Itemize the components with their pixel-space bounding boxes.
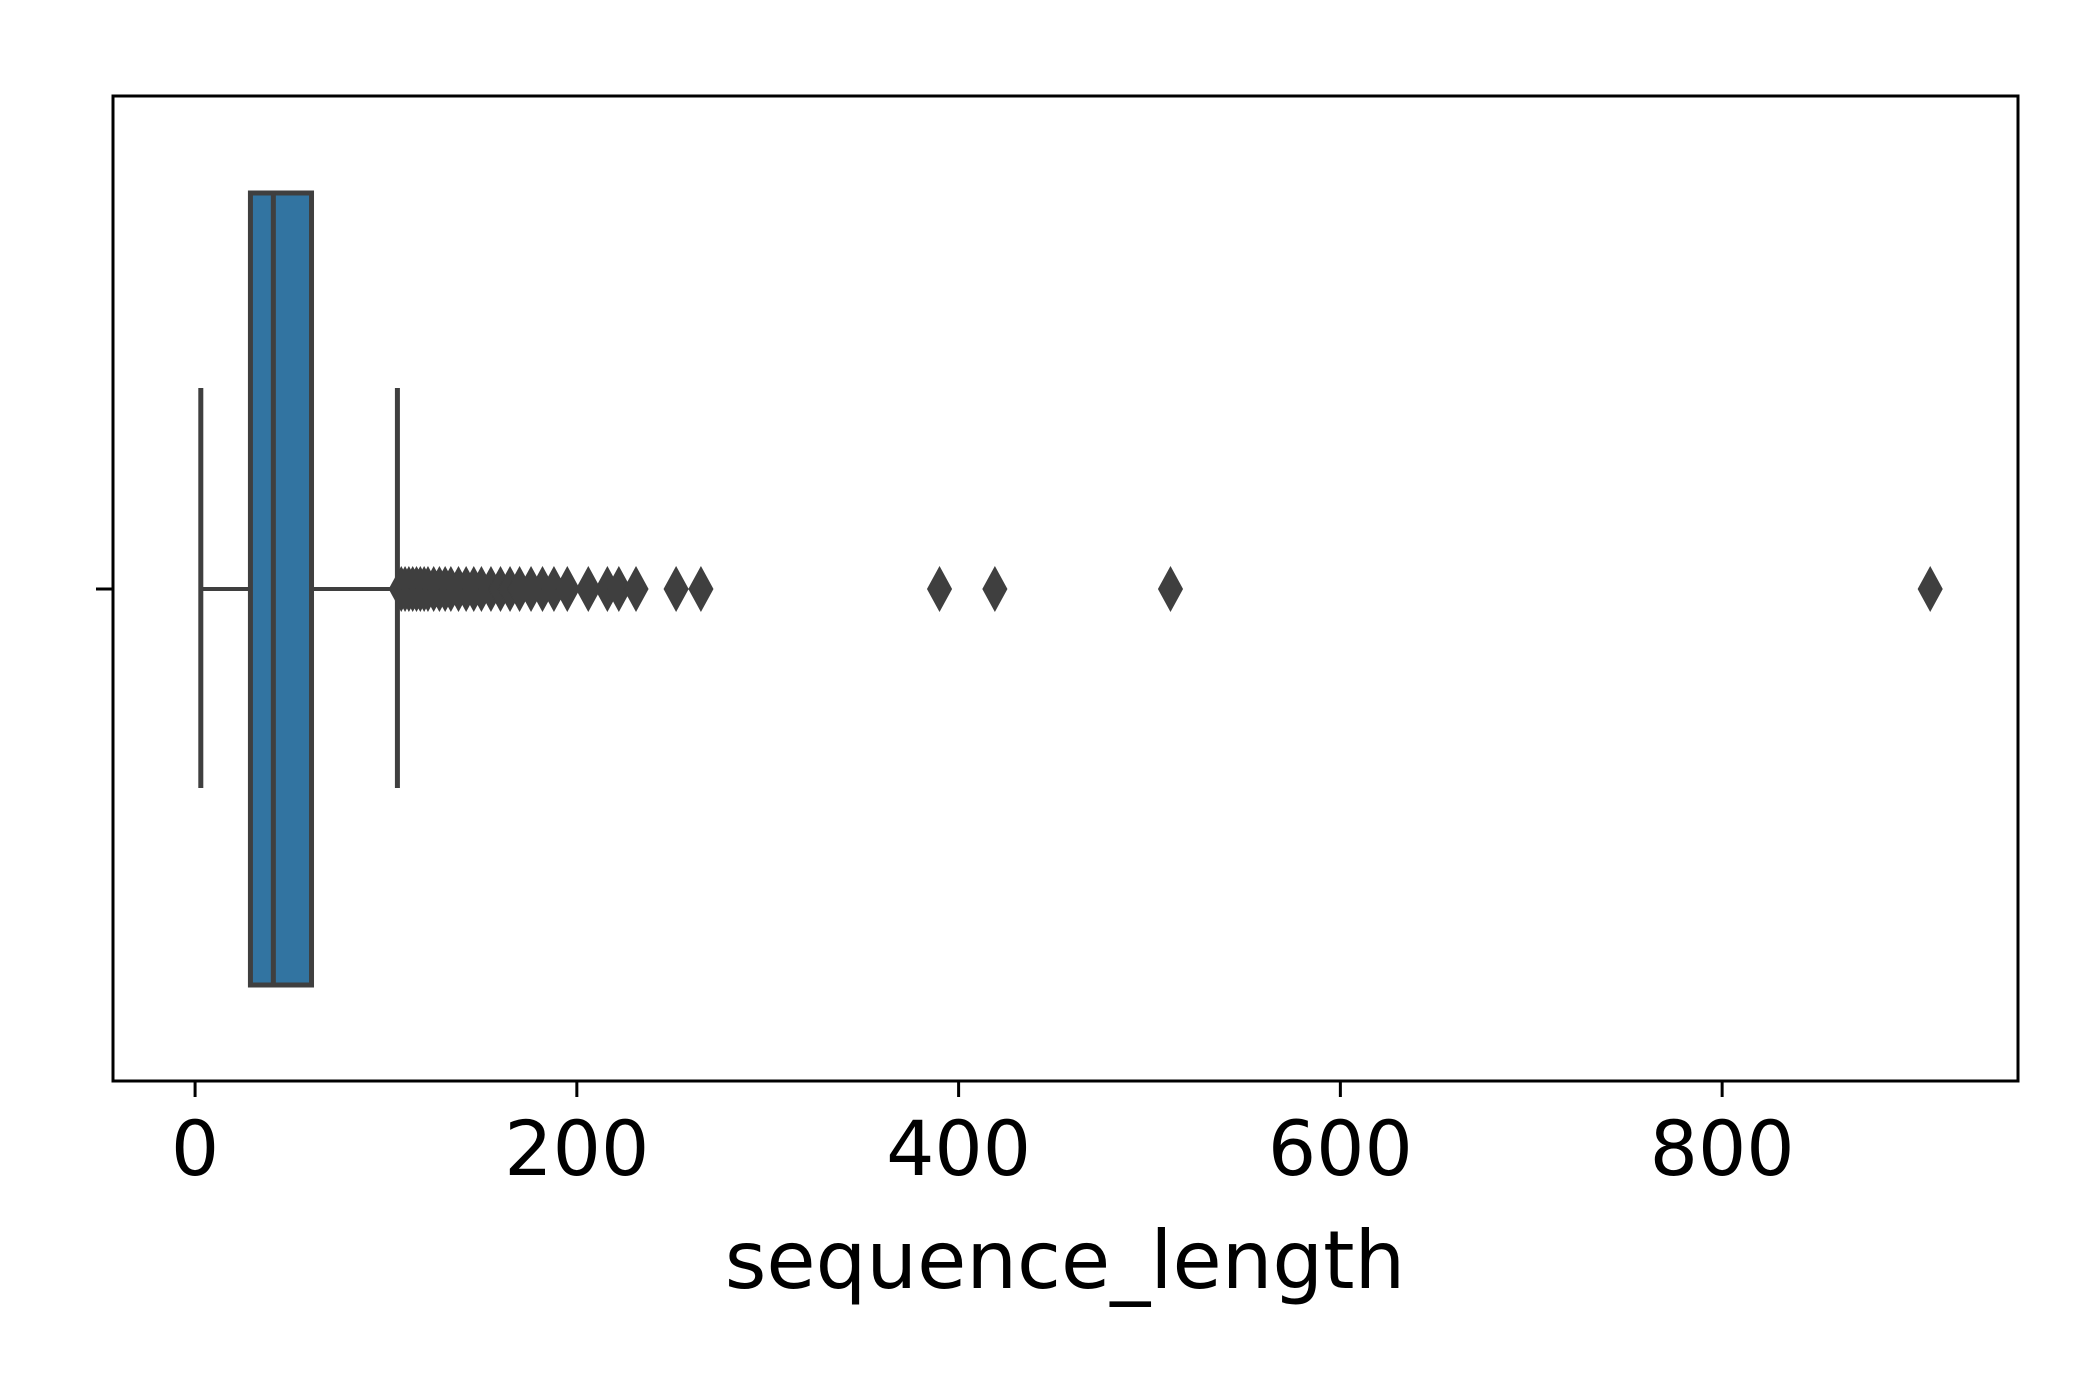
outlier-point [575,565,601,613]
x-tick-label: 0 [171,1104,219,1193]
outlier-point [606,565,632,613]
x-tick-label: 400 [886,1104,1031,1193]
outlier-point [688,565,714,613]
outlier-point [623,565,649,613]
x-tick-label: 600 [1268,1104,1413,1193]
outlier-point [663,565,689,613]
plot-layer [198,190,1943,988]
outlier-point [1157,565,1184,613]
outlier-point [982,565,1008,613]
x-tick-label: 800 [1650,1104,1795,1193]
iqr-box [247,190,315,988]
outlier-point [554,565,580,613]
outlier-point [926,565,953,613]
outlier-point [1917,565,1943,613]
x-axis-title: sequence_length [725,1214,1406,1307]
x-tick-label: 200 [504,1104,649,1193]
x-axis: 0 200 400 600 800 [171,1081,1795,1193]
